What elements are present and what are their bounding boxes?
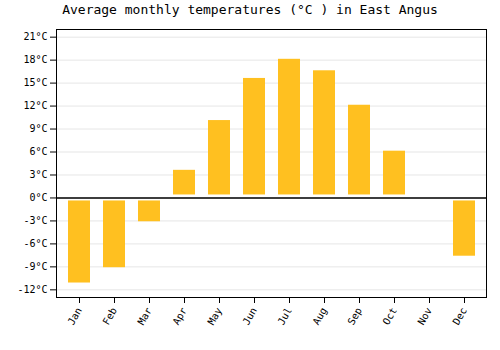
svg-text:Jan: Jan <box>65 306 84 327</box>
svg-text:Mar: Mar <box>135 306 154 327</box>
svg-text:21°C: 21°C <box>23 31 47 42</box>
svg-text:-3°C: -3°C <box>23 215 47 226</box>
svg-text:Aug: Aug <box>310 306 329 327</box>
svg-text:3°C: 3°C <box>29 169 47 180</box>
svg-text:6°C: 6°C <box>29 146 47 157</box>
svg-text:Apr: Apr <box>170 306 189 327</box>
svg-text:-12°C: -12°C <box>17 284 47 295</box>
svg-text:Jun: Jun <box>240 306 259 327</box>
svg-text:12°C: 12°C <box>23 100 47 111</box>
svg-text:9°C: 9°C <box>29 123 47 134</box>
svg-text:Jul: Jul <box>275 306 294 327</box>
svg-text:Dec: Dec <box>450 306 469 327</box>
svg-text:-9°C: -9°C <box>23 261 47 272</box>
svg-text:18°C: 18°C <box>23 54 47 65</box>
html-text:Average monthly temperatures (: Average monthly temperatures (°C ) in Ea… <box>62 2 438 17</box>
svg-text:Sep: Sep <box>345 306 364 327</box>
svg-text:Feb: Feb <box>100 306 119 327</box>
svg-text:15°C: 15°C <box>23 77 47 88</box>
svg-text:Oct: Oct <box>380 306 399 327</box>
svg-text:-6°C: -6°C <box>23 238 47 249</box>
svg-text:Nov: Nov <box>415 306 434 327</box>
svg-text:May: May <box>205 306 224 327</box>
svg-text:0°C: 0°C <box>29 192 47 203</box>
